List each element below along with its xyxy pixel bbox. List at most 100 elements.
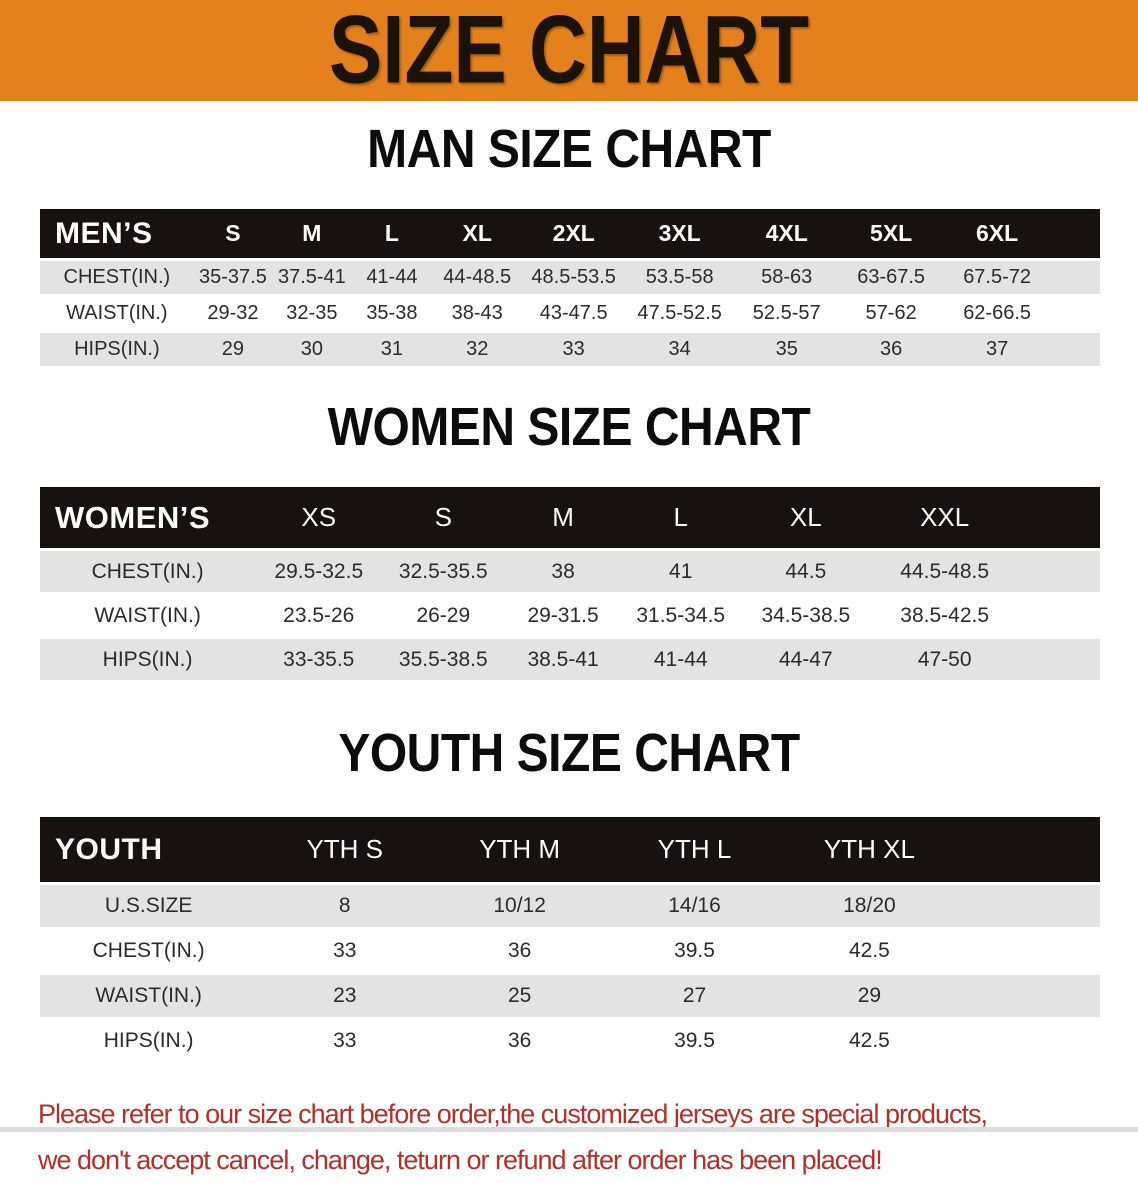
filler-cell	[957, 930, 1100, 972]
column-header: S	[434, 502, 452, 532]
size-value: 27	[682, 984, 707, 1007]
size-value: 47.5-52.5	[637, 302, 722, 324]
order-disclaimer: Please refer to our size chart before or…	[38, 1091, 1138, 1183]
column-header: 5XL	[870, 220, 913, 246]
row-label: HIPS(IN.)	[74, 338, 160, 360]
filler-cell	[1017, 551, 1100, 592]
filler-cell	[1051, 261, 1100, 294]
men-section-title-text: MAN SIZE CHART	[367, 119, 771, 180]
column-header: M	[552, 502, 574, 532]
size-value: 39.5	[674, 1029, 715, 1052]
size-value: 33	[333, 939, 357, 962]
row-label: WAIST(IN.)	[94, 603, 201, 627]
women-section-title-text: WOMEN SIZE CHART	[327, 397, 811, 458]
size-value: 29	[857, 984, 882, 1007]
column-header: 6XL	[976, 220, 1019, 246]
table-row: CHEST(IN.) 33 36 39.5 42.5	[40, 930, 1100, 972]
column-header: YTH L	[657, 834, 732, 864]
men-section-title: MAN SIZE CHART	[0, 119, 1138, 188]
filler-cell	[1051, 333, 1100, 366]
filler-cell	[1017, 487, 1100, 548]
row-label: HIPS(IN.)	[103, 1029, 194, 1052]
size-value: 32.5-35.5	[398, 559, 488, 583]
size-value: 44.5-48.5	[900, 559, 990, 583]
table-row: WAIST(IN.) 29-32 32-35 35-38 38-43 43-47.5 47.…	[40, 297, 1100, 330]
women-size-table: WOMEN’S XS S M L XL XXL CHEST(IN.) 29.5-32.5 32.5…	[40, 484, 1100, 683]
size-value: 38.5-41	[527, 647, 599, 671]
size-value: 57-62	[865, 302, 917, 324]
column-header: S	[225, 220, 241, 246]
column-header: YTH S	[306, 834, 384, 864]
size-value: 23.5-26	[283, 603, 355, 627]
size-value: 35-37.5	[198, 266, 267, 288]
column-header: 3XL	[658, 220, 701, 246]
size-value: 33	[562, 338, 585, 360]
column-header: YTH XL	[823, 834, 915, 864]
column-header: XXL	[920, 502, 970, 532]
size-value: 36	[507, 1029, 532, 1052]
size-value: 37	[985, 338, 1009, 360]
row-label: WAIST(IN.)	[95, 984, 202, 1007]
size-value: 42.5	[848, 939, 890, 962]
filler-cell	[957, 885, 1100, 927]
filler-cell	[957, 817, 1100, 882]
filler-cell	[1051, 209, 1100, 258]
size-value: 44-48.5	[443, 266, 512, 288]
size-value: 36	[880, 338, 903, 360]
table-header-row: MEN’S S M L XL 2XL 3XL 4XL 5XL 6XL	[40, 209, 1100, 258]
row-label: CHEST(IN.)	[91, 559, 204, 583]
row-label: HIPS(IN.)	[102, 647, 193, 671]
column-header: XL	[462, 220, 492, 246]
size-value: 67.5-72	[963, 266, 1032, 288]
size-value: 41-44	[366, 266, 418, 288]
size-value: 38.5-42.5	[900, 603, 990, 627]
size-value: 41-44	[653, 647, 708, 671]
table-header-row: YOUTH YTH S YTH M YTH L YTH XL	[40, 817, 1100, 882]
size-value: 29-32	[207, 302, 259, 324]
disclaimer-line-1: Please refer to our size chart before or…	[38, 1099, 988, 1129]
size-value: 41	[669, 559, 693, 583]
youth-section-title: YOUTH SIZE CHART	[0, 723, 1138, 792]
table-row: HIPS(IN.) 33 36 39.5 42.5	[40, 1020, 1100, 1062]
row-label: CHEST(IN.)	[63, 266, 171, 288]
filler-cell	[1017, 595, 1100, 636]
size-value: 63-67.5	[857, 266, 926, 288]
size-value: 35-38	[366, 302, 418, 324]
size-value: 58-63	[761, 266, 813, 288]
size-value: 32-35	[286, 302, 338, 324]
column-header: YTH M	[479, 834, 561, 864]
filler-cell	[957, 1020, 1100, 1062]
size-value: 29	[221, 338, 245, 360]
banner-title: SIZE CHART	[328, 0, 810, 104]
size-value: 34	[668, 338, 691, 360]
size-value: 44-47	[778, 647, 833, 671]
table-row: HIPS(IN.) 33-35.5 35.5-38.5 38.5-41 41-44 44-…	[40, 639, 1100, 680]
size-value: 35	[775, 338, 798, 360]
size-value: 8	[338, 894, 351, 917]
men-size-table: MEN’S S M L XL 2XL 3XL 4XL 5XL 6XL CHEST(IN.) 35-37…	[40, 206, 1100, 369]
disclaimer-line-2: we don't accept cancel, change, teturn o…	[38, 1145, 883, 1175]
table-row: HIPS(IN.) 29 30 31 32 33 34 35 36 37	[40, 333, 1100, 366]
size-value: 32	[466, 338, 489, 360]
table-group-label: MEN’S	[55, 216, 153, 250]
table-header-row: WOMEN’S XS S M L XL XXL	[40, 487, 1100, 548]
youth-section-title-text: YOUTH SIZE CHART	[338, 723, 800, 784]
size-value: 35.5-38.5	[398, 647, 488, 671]
table-group-label: WOMEN’S	[55, 499, 211, 535]
row-label: CHEST(IN.)	[92, 939, 205, 962]
size-value: 33-35.5	[283, 647, 355, 671]
size-value: 37.5-41	[277, 266, 346, 288]
column-header: 2XL	[552, 220, 595, 246]
size-value: 38-43	[451, 302, 503, 324]
size-value: 34.5-38.5	[761, 603, 851, 627]
size-value: 14/16	[668, 894, 721, 917]
size-value: 62-66.5	[963, 302, 1032, 324]
row-label: WAIST(IN.)	[66, 302, 168, 324]
size-value: 30	[300, 338, 323, 360]
size-value: 36	[507, 939, 532, 962]
size-value: 29.5-32.5	[274, 559, 364, 583]
filler-cell	[1051, 297, 1100, 330]
column-header: M	[302, 220, 322, 246]
size-value: 10/12	[493, 894, 546, 917]
youth-size-table: YOUTH YTH S YTH M YTH L YTH XL U.S.SIZE 8 10/12…	[40, 814, 1100, 1065]
